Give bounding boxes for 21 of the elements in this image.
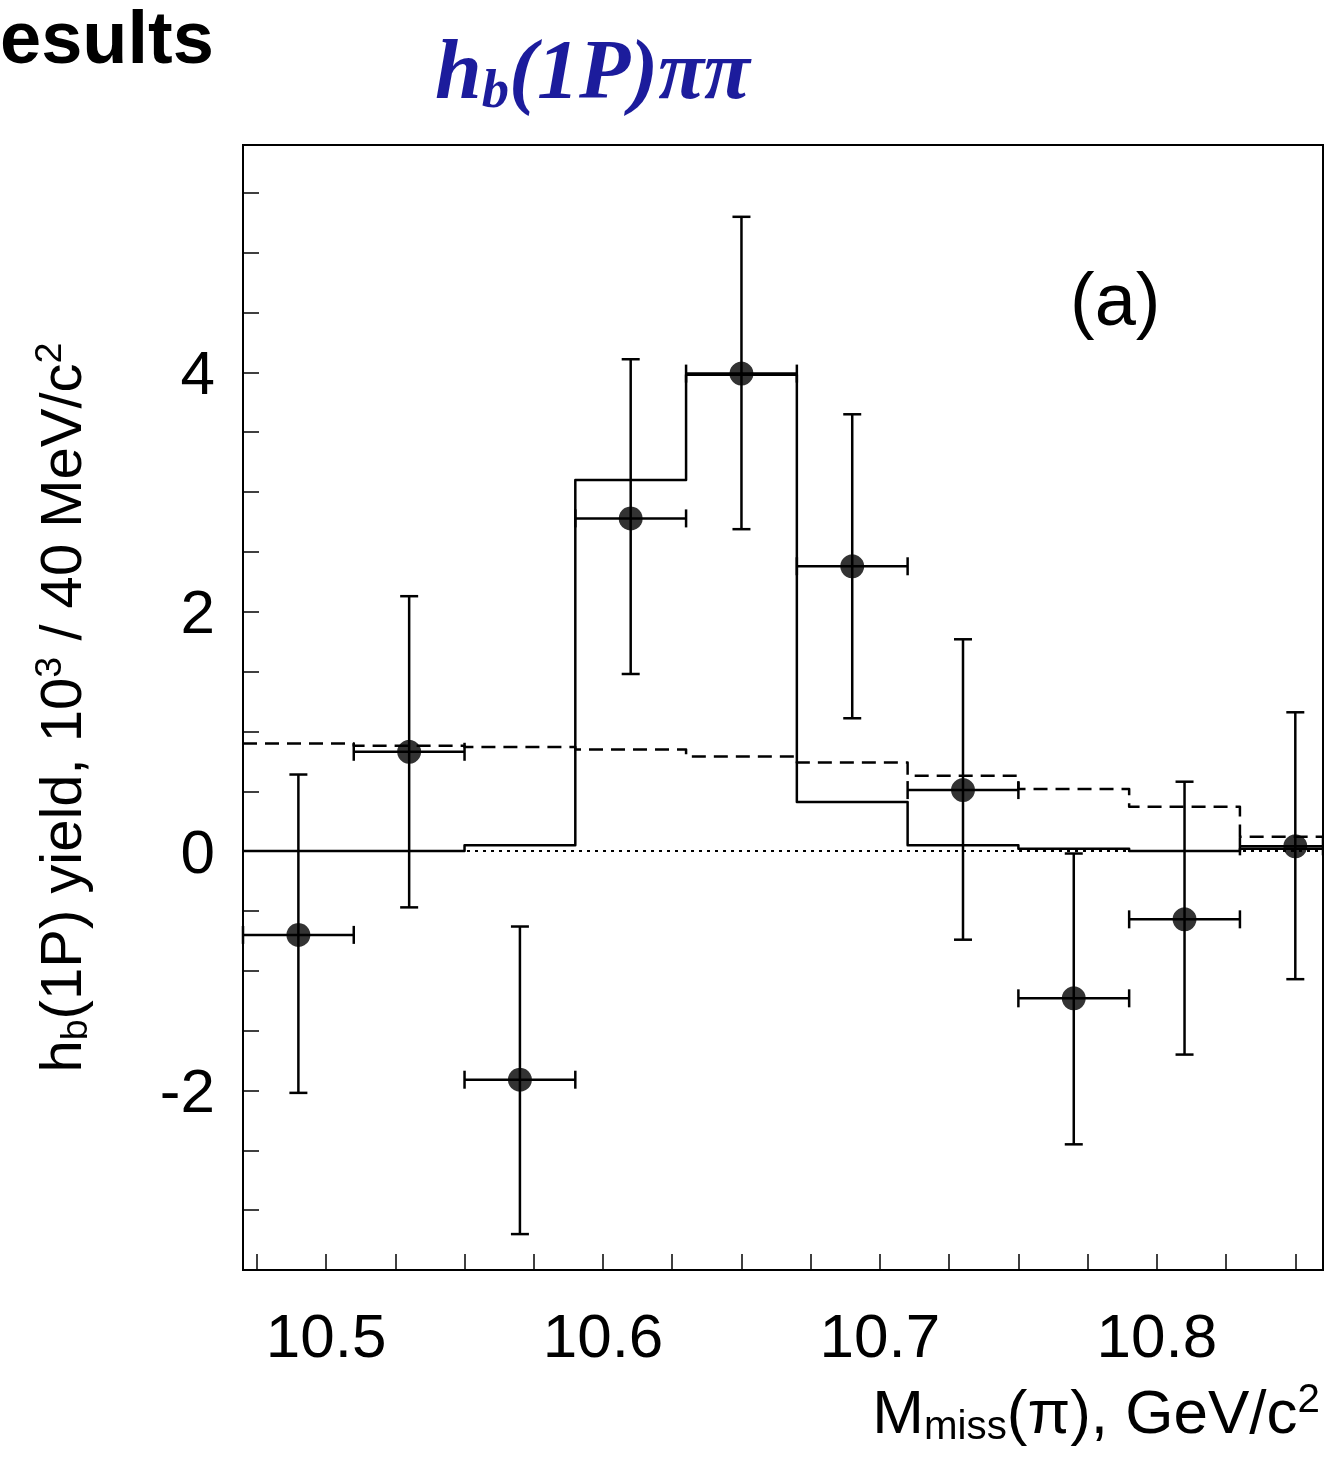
y-axis-title: hb(1P) yield, 103 / 40 MeV/c2 (26, 342, 95, 1073)
annotation: (a) (1070, 257, 1161, 341)
point (507, 1067, 532, 1092)
x-tick-label: 10.7 (819, 1300, 941, 1370)
text: esults (0, 0, 214, 79)
point (397, 739, 422, 764)
point (951, 778, 975, 803)
y-tick-label: -2 (159, 1055, 215, 1125)
y-tick-label: 2 (180, 577, 215, 647)
y-tick-label: 4 (180, 337, 215, 407)
point (618, 506, 643, 531)
point (286, 922, 311, 947)
x-tick-label: 10.6 (542, 1300, 664, 1370)
point (1283, 834, 1308, 859)
point (1061, 986, 1086, 1011)
point (729, 361, 754, 386)
point (1172, 907, 1197, 932)
x-tick-label: 10.8 (1096, 1300, 1218, 1370)
point (840, 554, 865, 579)
x-tick-label: 10.5 (265, 1300, 387, 1370)
y-tick-label: 0 (180, 816, 215, 886)
